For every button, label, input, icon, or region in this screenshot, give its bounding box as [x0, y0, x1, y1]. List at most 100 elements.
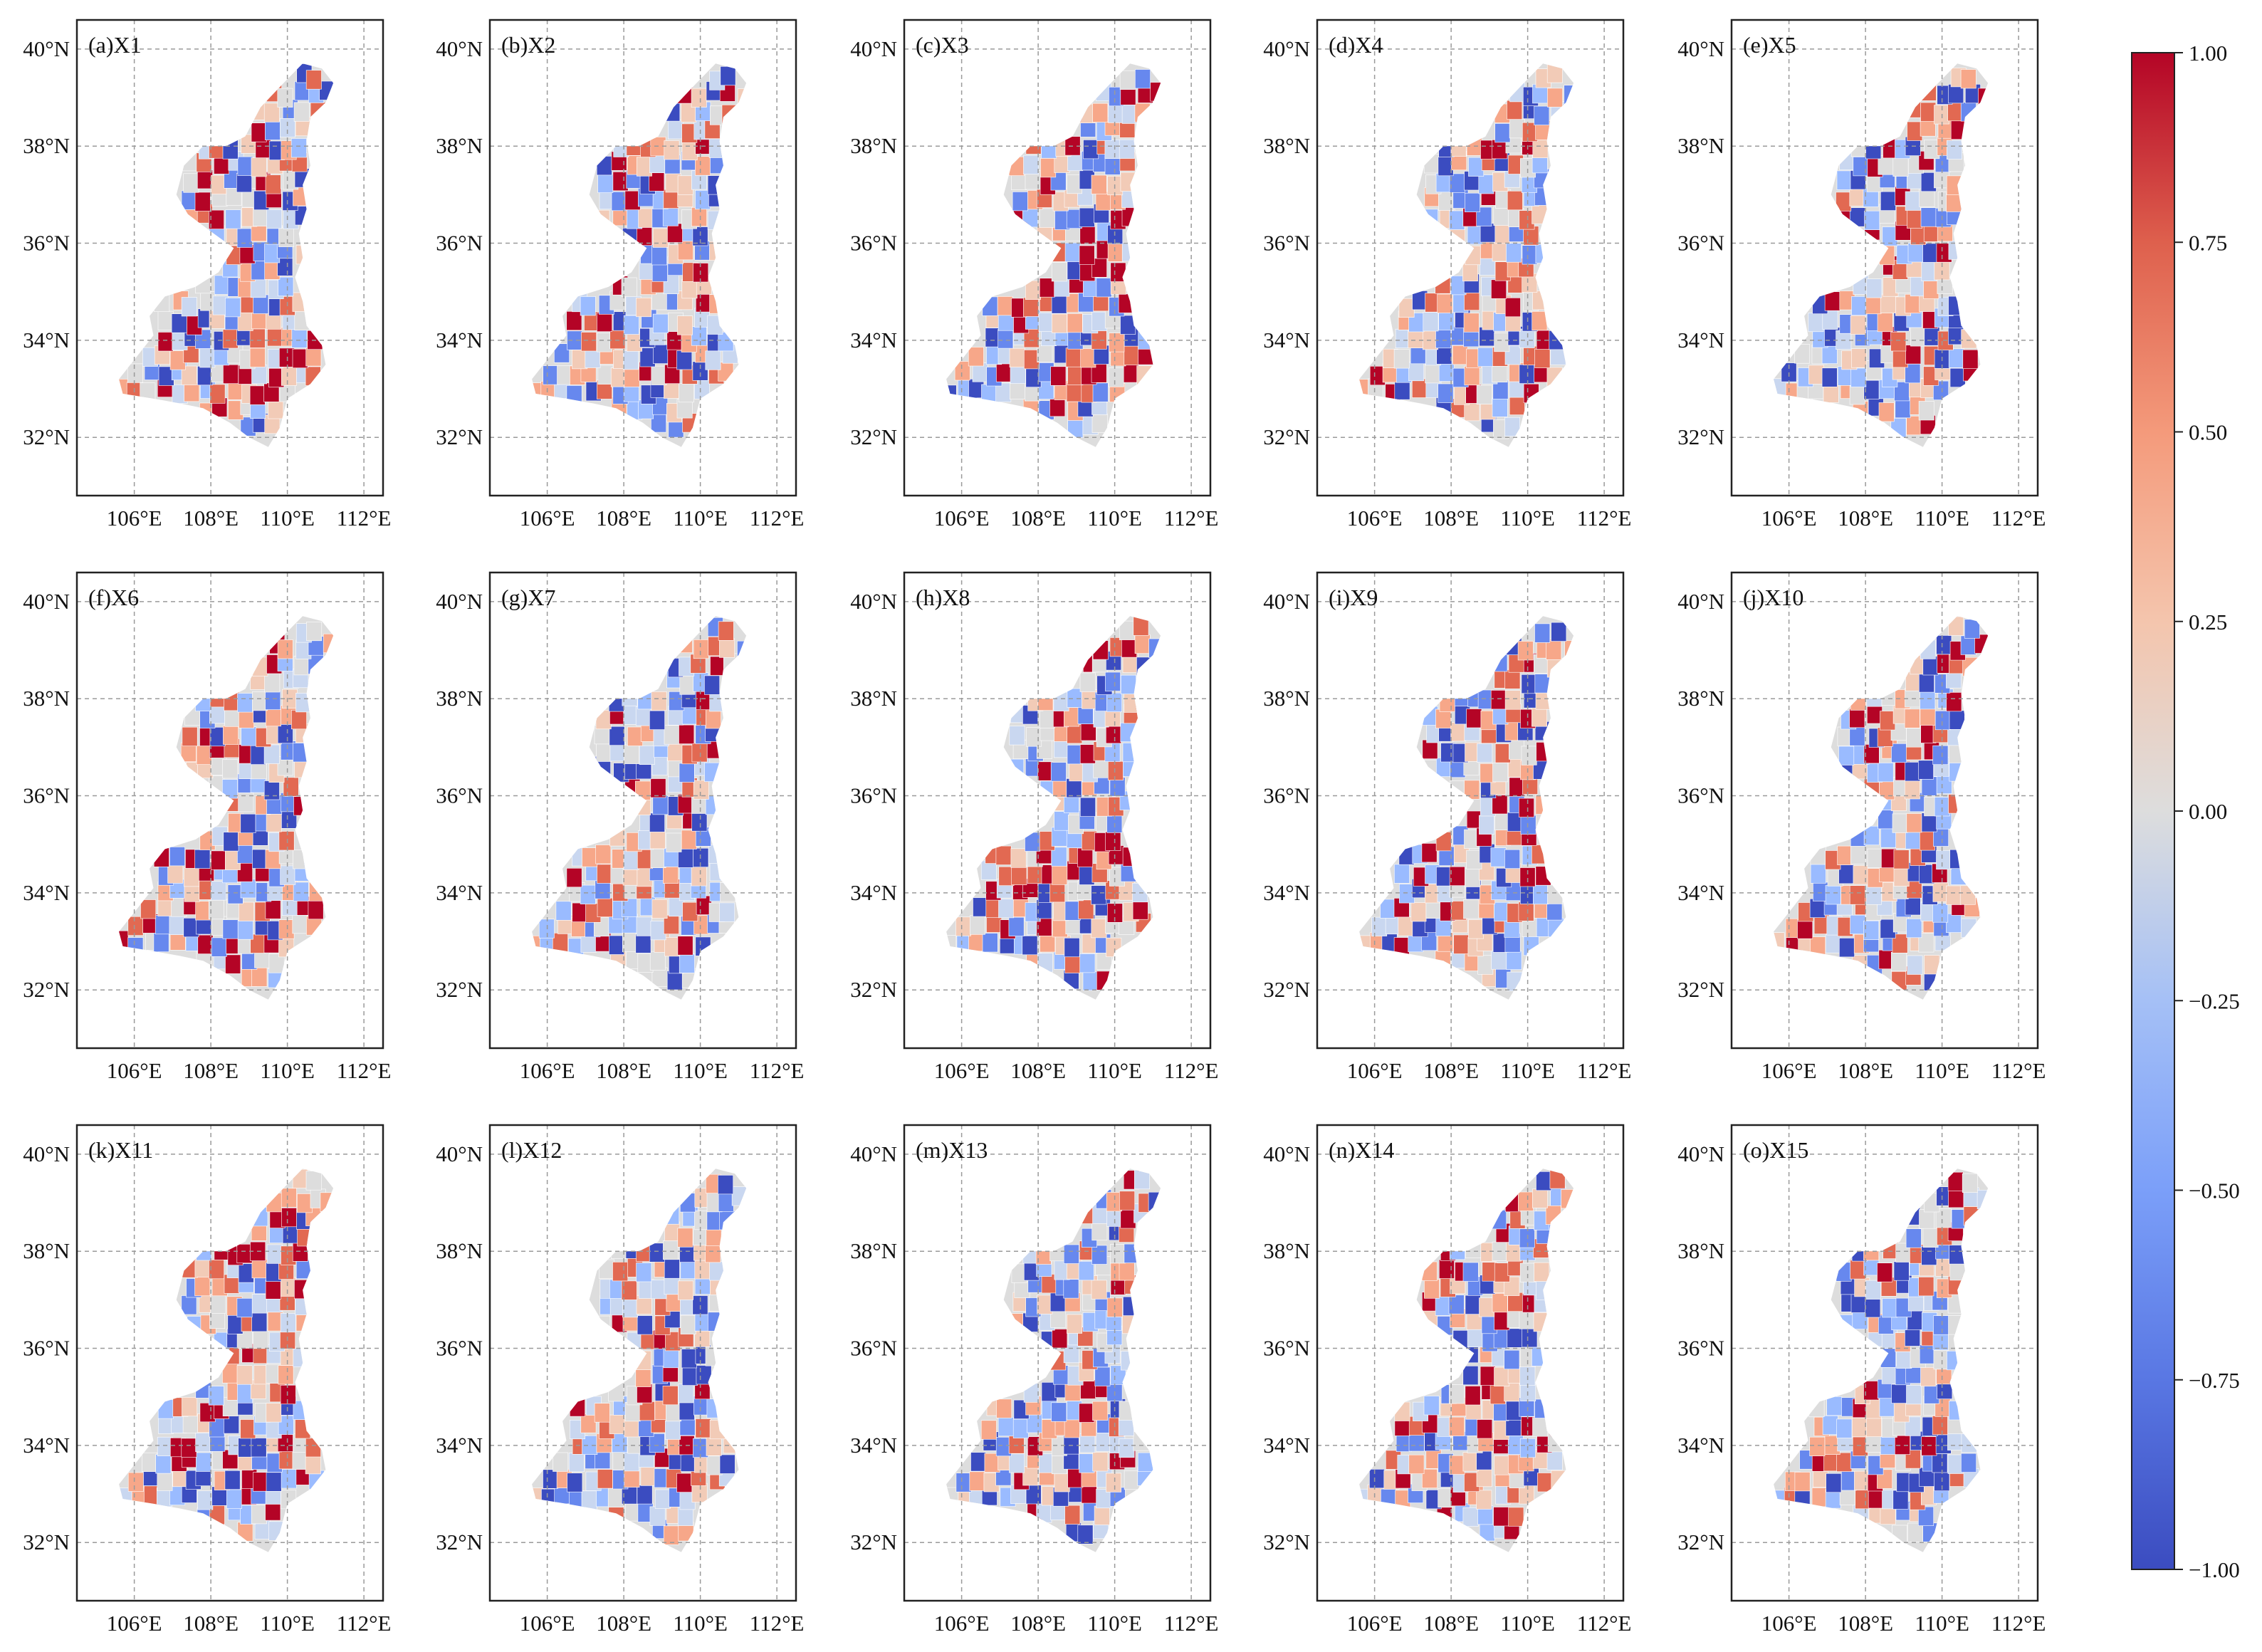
county-cells [532, 617, 747, 990]
county-cell [171, 313, 187, 333]
county-cell [1435, 832, 1452, 852]
county-cell [199, 1402, 216, 1423]
county-cell [1079, 245, 1095, 265]
county-cell [1960, 102, 1976, 122]
county-cell [281, 366, 297, 386]
county-cell [1947, 1171, 1964, 1191]
county-cell [1083, 140, 1099, 160]
county-cell [278, 831, 295, 851]
county-cell [1423, 154, 1440, 174]
lat-tick-label: 32°N [23, 977, 70, 1002]
panel-frame [488, 19, 797, 497]
county-cell [663, 1240, 679, 1260]
county-cell [1825, 885, 1841, 905]
panel-title: (o)X15 [1743, 1137, 1808, 1163]
county-cell [1439, 1259, 1455, 1279]
lon-tick-label: 110°E [260, 506, 315, 530]
county-cell [982, 933, 998, 953]
county-cell [1960, 635, 1976, 655]
county-cell [283, 777, 299, 797]
county-cell [1850, 914, 1866, 935]
county-cell [719, 1211, 735, 1230]
county-cell [1948, 794, 1964, 814]
county-cell [1519, 1309, 1535, 1329]
lat-tick-label: 36°N [1677, 783, 1724, 808]
panel-title: (m)X13 [916, 1137, 988, 1163]
panel-title: (h)X8 [916, 585, 970, 610]
county-cell [295, 1419, 311, 1439]
map-panel: (c)X3 40°N 38°N 36°N 34°N 32°N 106°E 108°E 110°E… [850, 19, 1218, 530]
county-cell [1010, 364, 1026, 385]
county-cell [1119, 1401, 1135, 1421]
county-cell [1468, 919, 1484, 939]
county-cell [1546, 88, 1563, 108]
county-cell [210, 1294, 226, 1314]
county-cell [1534, 623, 1551, 643]
county-cell [1509, 83, 1526, 103]
county-cell [169, 350, 186, 370]
county-cell [1892, 813, 1908, 833]
lon-tick-label: 108°E [1838, 1611, 1893, 1636]
county-cell [1064, 242, 1081, 262]
county-cell [1067, 418, 1084, 438]
lat-tick-label: 36°N [850, 783, 897, 808]
lat-tick-label: 34°N [850, 1433, 897, 1458]
county-cell [1948, 1315, 1964, 1335]
lon-tick-label: 112°E [750, 1058, 805, 1083]
lon-tick-label: 110°E [260, 1058, 315, 1083]
county-cell [296, 1193, 313, 1213]
county-cell [169, 915, 185, 936]
county-cell [637, 226, 652, 246]
county-cell [1037, 691, 1054, 711]
county-cell [720, 66, 736, 86]
county-cell [1077, 1204, 1094, 1224]
county-cell [1008, 758, 1025, 778]
county-cell [1891, 1384, 1907, 1403]
county-cell [1108, 103, 1124, 123]
county-cell [237, 1384, 253, 1403]
county-cell [281, 1188, 297, 1208]
county-cell [1064, 1418, 1080, 1438]
county-cell [1794, 344, 1811, 364]
county-cell [1437, 293, 1453, 313]
lat-tick-label: 36°N [436, 783, 483, 808]
county-cell [1866, 278, 1883, 298]
county-cell [1050, 242, 1067, 262]
county-cell [1531, 204, 1548, 224]
county-cell [236, 1298, 253, 1318]
county-cell [1868, 1489, 1884, 1509]
county-cell [1371, 916, 1388, 936]
county-cell [265, 849, 281, 869]
county-cell [1521, 674, 1537, 694]
county-cell [209, 688, 226, 708]
county-cell [1881, 686, 1897, 706]
map-panel: (h)X8 40°N 38°N 36°N 34°N 32°N 106°E 108°E 110°E… [850, 571, 1218, 1083]
county-cell [263, 780, 280, 800]
county-cell [1921, 1245, 1937, 1265]
county-cell [1137, 1452, 1153, 1472]
county-cell [1435, 709, 1452, 728]
county-cell [1849, 207, 1865, 227]
county-cell [1880, 711, 1896, 731]
county-cell [1519, 1262, 1536, 1282]
county-cell [676, 350, 693, 370]
county-cell [1049, 397, 1066, 417]
county-cell [1077, 1525, 1094, 1544]
county-cell [1504, 669, 1521, 689]
county-cell [1548, 917, 1564, 938]
county-cell [1091, 1245, 1108, 1265]
county-cell [140, 382, 156, 402]
lon-tick-label: 110°E [1500, 506, 1555, 530]
county-cell [266, 812, 282, 832]
county-cell [1808, 365, 1825, 385]
county-cell [1051, 1402, 1067, 1422]
lat-tick-label: 32°N [1677, 424, 1724, 449]
county-cell [251, 1259, 268, 1279]
county-cell [1867, 848, 1883, 868]
panel-frame [488, 1124, 797, 1602]
county-cell [294, 1280, 310, 1300]
lat-tick-label: 34°N [1263, 880, 1310, 905]
county-cell [609, 827, 626, 847]
lat-tick-label: 38°N [850, 1238, 897, 1263]
county-cell [1067, 313, 1083, 333]
